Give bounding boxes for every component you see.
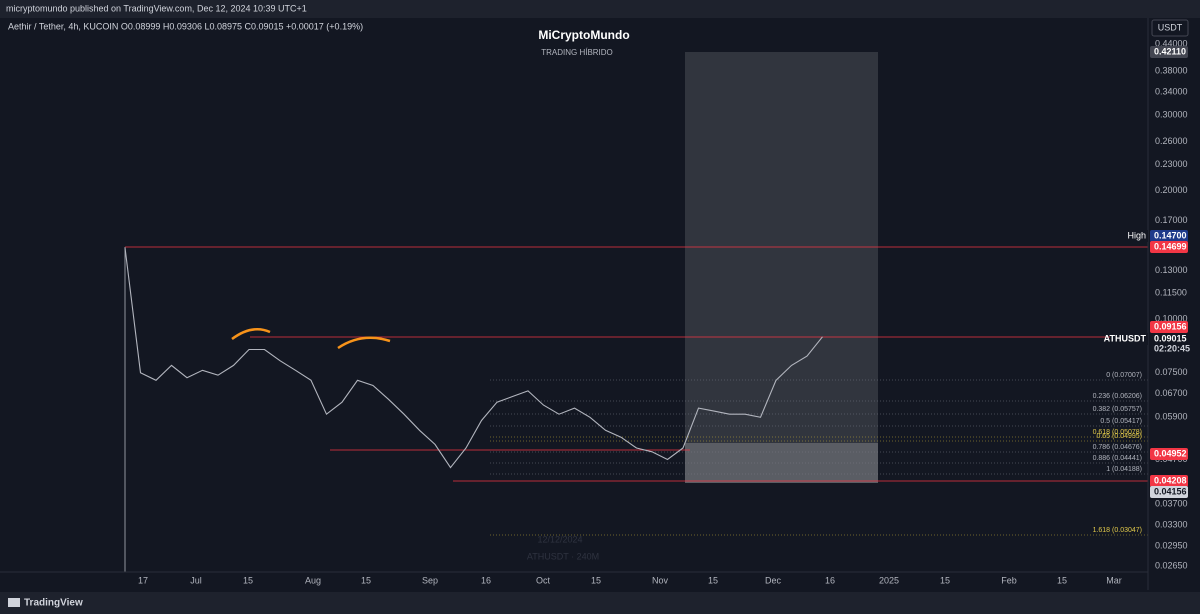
price-tag: 0.14700	[1154, 230, 1187, 240]
arc	[337, 336, 391, 350]
arc	[231, 327, 271, 341]
price-tag-bg	[1150, 475, 1188, 487]
price-tag-bg	[1150, 333, 1188, 345]
y-tick-label: 0.38000	[1155, 66, 1188, 76]
x-tick-label: Oct	[536, 575, 551, 585]
y-tick-label: 0.23000	[1155, 159, 1188, 169]
y-tick-label: 0.07500	[1155, 367, 1188, 377]
x-tick-label: 16	[481, 575, 491, 585]
tag-bg	[1110, 333, 1148, 345]
x-tick-label: 15	[361, 575, 371, 585]
wm-date: 12/12/2024	[537, 534, 582, 544]
fib-label: 0.65 (0.04995)	[1096, 433, 1142, 440]
price-tag-bg	[1150, 448, 1188, 460]
y-tick-label: 0.44000	[1155, 38, 1188, 48]
x-tick-label: 16	[825, 575, 835, 585]
fib-label: 0.236 (0.06206)	[1093, 393, 1142, 400]
y-tick-label: 0.20000	[1155, 185, 1188, 195]
fib-label: 0.786 (0.04676)	[1093, 444, 1142, 451]
x-tick-label: 17	[138, 575, 148, 585]
fib-label: 0.886 (0.04441)	[1093, 455, 1142, 462]
title: MiCryptoMundo	[538, 28, 629, 42]
high-label: High	[1127, 230, 1146, 240]
y-tick-label: 0.17000	[1155, 215, 1188, 225]
fib-label: 0.382 (0.05757)	[1093, 406, 1142, 413]
price-tag: 0.42110	[1154, 46, 1186, 56]
y-tick-label: 0.30000	[1155, 110, 1188, 120]
price-tag: 0.09156	[1154, 321, 1187, 331]
x-tick-label: Jul	[190, 575, 202, 585]
price-tag: 02:20:45	[1154, 343, 1190, 353]
y-tick-label: 0.13000	[1155, 265, 1188, 275]
y-tick-label: 0.34000	[1155, 86, 1188, 96]
y-tick-label: 0.03700	[1155, 498, 1188, 508]
x-tick-label: 15	[1057, 575, 1067, 585]
x-tick-label: 15	[708, 575, 718, 585]
fib-label: 1.618 (0.03047)	[1093, 527, 1142, 534]
x-tick-label: Feb	[1001, 575, 1017, 585]
x-tick-label: Mar	[1106, 575, 1122, 585]
price-tag-bg	[1150, 230, 1188, 242]
x-tick-label: Aug	[305, 575, 321, 585]
x-tick-label: 15	[591, 575, 601, 585]
price-tag-bg	[1150, 46, 1188, 58]
price-line	[124, 247, 823, 469]
price-tag-bg	[1150, 343, 1188, 355]
price-tag: 0.09015	[1154, 333, 1187, 343]
fib-label: 1 (0.04188)	[1106, 466, 1142, 473]
tag-bg	[1126, 230, 1148, 242]
x-tick-label: Nov	[652, 575, 669, 585]
price-tag-bg	[1150, 321, 1188, 333]
top-bar	[0, 0, 1200, 18]
fib-label: 0.618 (0.05078)	[1093, 429, 1142, 436]
price-tag-bg	[1150, 486, 1188, 498]
symbol-legend: Aethir / Tether, 4h, KUCOIN O0.08999 H0.…	[8, 21, 363, 31]
y-tick-label: 0.06700	[1155, 388, 1188, 398]
wm-symbol: ATHUSDT · 240M	[527, 551, 599, 561]
y-tick-label: 0.11500	[1155, 288, 1187, 298]
y-tick-label: 0.02950	[1155, 540, 1188, 550]
tv-logo	[8, 598, 20, 607]
footer-bar	[0, 592, 1200, 614]
publish-info: micryptomundo published on TradingView.c…	[6, 3, 307, 13]
range-box	[685, 52, 878, 483]
x-tick-label: 2025	[879, 575, 899, 585]
y-tick-label: 0.10000	[1155, 314, 1188, 324]
price-tag: 0.04952	[1154, 448, 1187, 458]
x-tick-label: 15	[940, 575, 950, 585]
x-tick-label: Dec	[765, 575, 782, 585]
price-tag: 0.04208	[1154, 475, 1187, 485]
currency-box	[1151, 19, 1189, 37]
x-tick-label: Sep	[422, 575, 438, 585]
y-tick-label: 0.03300	[1155, 520, 1188, 530]
subtitle: TRADING HÍBRIDO	[541, 48, 613, 57]
y-tick-label: 0.26000	[1155, 136, 1188, 146]
fib-label: 0.5 (0.05417)	[1100, 418, 1142, 425]
price-tag: 0.14699	[1154, 241, 1187, 251]
y-tick-label: 0.02650	[1155, 560, 1188, 570]
price-tag: 0.04156	[1154, 486, 1187, 496]
footer-brand: TradingView	[24, 598, 83, 609]
y-tick-label: 0.05900	[1155, 412, 1188, 422]
fib-label: 0 (0.07007)	[1106, 372, 1142, 379]
currency: USDT	[1158, 22, 1183, 32]
x-tick-label: 15	[243, 575, 253, 585]
symbol-tag: ATHUSDT	[1104, 333, 1147, 343]
price-tag-bg	[1150, 241, 1188, 253]
